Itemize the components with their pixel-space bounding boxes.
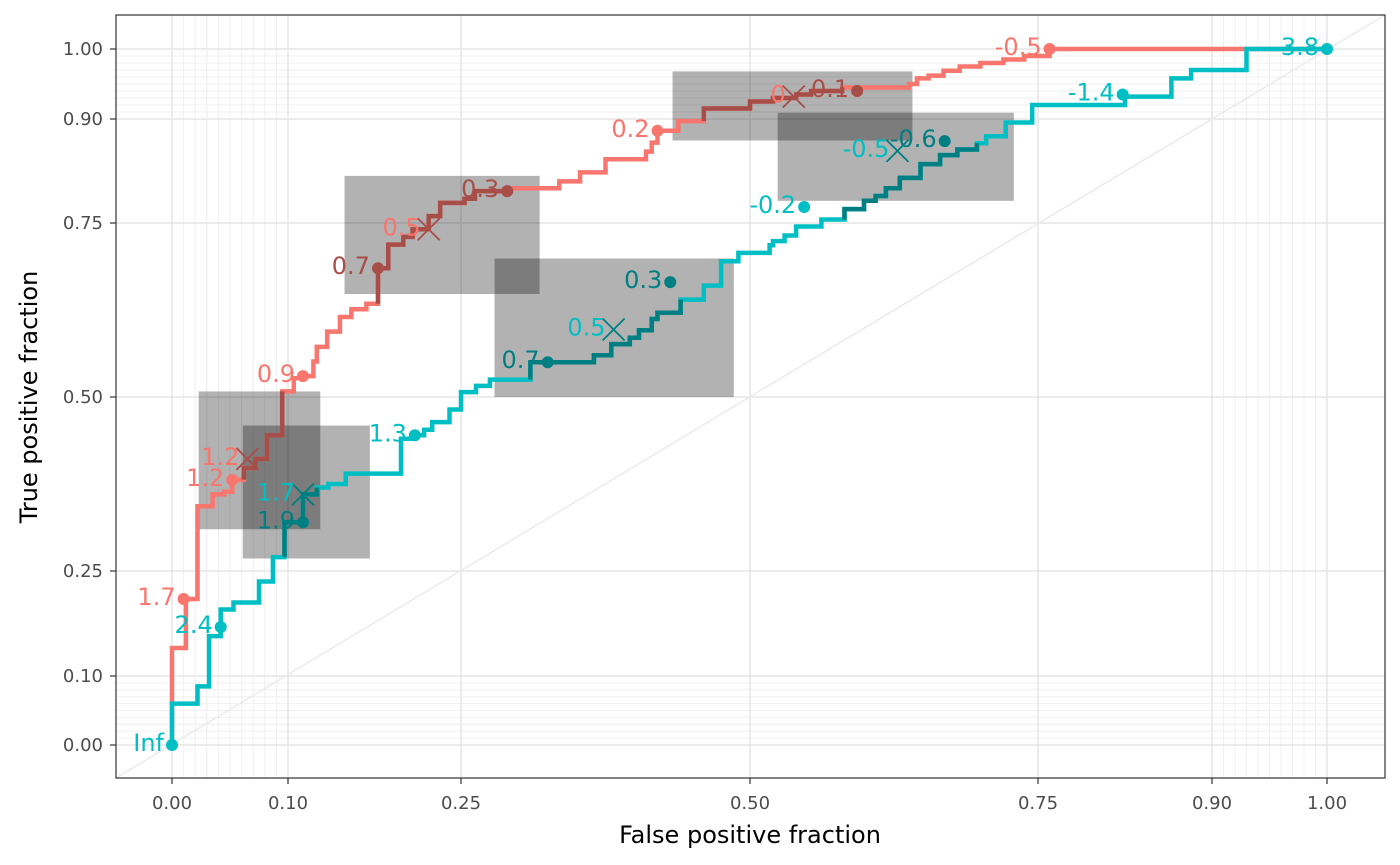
cutoff-label: -0.2 — [749, 191, 796, 219]
reference-diagonal — [115, 14, 1386, 779]
cutoff-label: -1.4 — [1068, 79, 1115, 107]
cutoff-label: 0.9 — [257, 360, 295, 388]
cutoff-point — [296, 516, 309, 529]
confidence-boxes — [198, 71, 1014, 559]
x-tick-label: 1.00 — [1307, 793, 1347, 814]
y-tick-label: 1.00 — [63, 39, 103, 60]
highlight-segments — [241, 87, 980, 558]
cutoff-cross-b — [291, 482, 315, 507]
cross-label: 1.2 — [201, 443, 239, 471]
cutoff-label: 1.3 — [369, 419, 407, 447]
cutoff-label: 2.4 — [175, 611, 213, 639]
cutoff-points — [166, 43, 1333, 751]
cutoff-point — [664, 276, 677, 289]
cutoff-label: 1.9 — [257, 506, 295, 534]
cutoff-label: 0.2 — [611, 115, 649, 143]
y-tick-label: 0.50 — [63, 387, 103, 408]
cutoff-label: -0.5 — [995, 33, 1042, 61]
cutoff-label: 0.1 — [811, 75, 849, 103]
x-tick-label: 0.50 — [730, 793, 770, 814]
cutoff-label: 1.2 — [186, 464, 224, 492]
cutoff-label: 1.7 — [137, 583, 175, 611]
cutoff-label: Inf — [133, 729, 164, 757]
cutoff-cross-b — [417, 217, 441, 241]
y-tick-label: 0.25 — [63, 561, 103, 582]
cutoff-point — [501, 185, 514, 198]
y-tick-label: 0.90 — [63, 109, 103, 130]
cross-label: 0.5 — [383, 213, 421, 241]
cutoff-labels: 1.71.20.90.70.30.20.1-0.51.20.50Inf2.41.… — [133, 33, 1319, 757]
x-tick-label: 0.75 — [1018, 793, 1058, 814]
cutoff-point — [541, 356, 554, 369]
cutoff-point — [798, 201, 811, 214]
cutoff-label: 0.7 — [332, 252, 370, 280]
cross-label: -0.5 — [843, 135, 890, 163]
cutoff-label: 0.3 — [624, 266, 662, 294]
cutoff-point — [1321, 43, 1333, 55]
cross-label: 0.5 — [567, 313, 605, 341]
cutoff-label: -3.8 — [1272, 33, 1319, 61]
cutoff-cross-b — [235, 447, 260, 471]
cutoff-point — [371, 262, 384, 275]
cutoff-label: -0.6 — [890, 125, 937, 153]
cutoff-crosses — [235, 84, 910, 507]
cutoff-point — [166, 739, 178, 751]
cutoff-point — [1116, 88, 1129, 101]
roc-highlight-segment — [528, 299, 683, 380]
cutoff-point — [226, 473, 239, 486]
cutoff-cross-b — [885, 139, 910, 163]
roc-highlight-segment — [842, 143, 980, 220]
cutoff-point — [214, 621, 227, 633]
y-tick-label: 0.75 — [63, 213, 103, 234]
cutoff-point — [408, 429, 421, 442]
cutoff-cross-b — [601, 317, 626, 342]
x-tick-label: 0.10 — [268, 793, 308, 814]
cutoff-point — [1043, 43, 1056, 55]
y-tick-label: 0.10 — [63, 666, 103, 687]
x-axis-title: False positive fraction — [619, 821, 881, 849]
x-tick-label: 0.00 — [152, 793, 192, 814]
cutoff-point — [296, 370, 309, 383]
x-tick-label: 0.90 — [1192, 793, 1232, 814]
x-tick-label: 0.25 — [441, 793, 481, 814]
cross-label: 1.7 — [257, 478, 295, 506]
x-axis-ticks: 0.00 0.10 0.25 0.50 0.75 0.90 1.00 — [152, 778, 1347, 814]
cutoff-cross-b — [782, 84, 806, 109]
confidence-box — [672, 71, 913, 141]
cutoff-point — [938, 135, 951, 148]
y-axis-title: True positive fraction — [15, 271, 43, 525]
cutoff-label: 0.3 — [461, 175, 499, 203]
cross-label: 0 — [770, 81, 785, 109]
roc-highlight-segment — [241, 391, 285, 480]
roc-highlight-segment — [375, 188, 510, 304]
cutoff-point — [177, 593, 190, 605]
roc-highlight-segment — [701, 87, 845, 122]
cutoff-point — [851, 85, 864, 97]
cutoff-point — [651, 124, 664, 137]
y-tick-label: 0.00 — [63, 735, 103, 756]
roc-highlight-segment — [282, 487, 320, 558]
cutoff-label: 0.7 — [502, 346, 540, 374]
y-axis-ticks: 0.00 0.10 0.25 0.50 0.75 0.90 1.00 — [63, 39, 116, 756]
